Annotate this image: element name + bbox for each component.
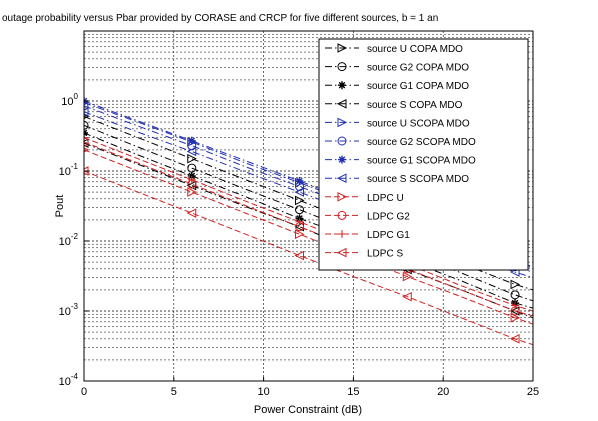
x-axis-label: Power Constraint (dB) [254,404,362,416]
legend-entry: LDPC G1 [325,230,410,241]
data-point [295,176,304,185]
data-point [510,312,521,323]
legend-marker [337,117,348,128]
legend-marker [337,43,348,53]
data-point [295,229,305,240]
data-point [186,208,197,218]
series-line-8 [84,149,533,325]
y-tick-label: 100 [61,92,78,108]
legend-entry: source G2 SCOPA MDO [325,136,476,148]
data-point [84,133,88,142]
legend-label: source G2 SCOPA MDO [367,137,476,148]
legend-marker [338,155,346,164]
data-point [84,107,89,117]
legend-label: LDPC G1 [367,230,410,241]
y-tick-label: 10-3 [59,302,79,318]
x-tick-label: 15 [347,386,359,398]
legend-entry: source U SCOPA MDO [325,117,470,129]
data-point [295,195,305,206]
legend: source U COPA MDO source G2 COPA MDO sourc… [318,38,529,271]
legend-label: source U COPA MDO [367,44,463,55]
legend-entry: source G2 COPA MDO [325,62,469,74]
legend-label: source G1 SCOPA MDO [367,156,476,167]
data-point [510,279,521,290]
legend-label: LDPC U [367,193,404,204]
data-point [294,250,305,261]
data-point [84,101,89,111]
series-line-11 [84,170,533,346]
legend-label: LDPC G2 [367,211,410,222]
legend-entry: LDPC S [325,247,403,260]
data-point [295,217,304,226]
legend-marker [337,210,347,220]
data-point [187,136,196,145]
legend-label: source S COPA MDO [367,100,463,111]
data-point [402,291,412,302]
chart-title: outage probability versus Pbar provided … [2,13,438,24]
legend-label: source G2 COPA MDO [367,63,469,74]
legend-marker [338,230,346,238]
data-point [187,163,197,173]
data-point [511,301,520,310]
data-point [187,175,196,184]
data-point [294,187,305,197]
legend-marker [338,81,346,90]
legend-marker [336,98,347,109]
legend-marker [336,247,347,258]
x-tick-label: 0 [81,386,87,398]
data-point [186,146,197,157]
y-tick-label: 10-4 [59,372,79,388]
legend-entry: source S COPA MDO [325,98,463,111]
data-point [187,153,197,164]
legend-label: source U SCOPA MDO [367,118,470,129]
legend-entry: source U COPA MDO [325,43,463,55]
legend-entry: source G1 SCOPA MDO [325,155,476,167]
legend-entry: source G1 COPA MDO [325,81,469,92]
legend-items: source U COPA MDO source G2 COPA MDO sourc… [325,43,476,260]
series-line-9 [84,141,533,317]
data-point [187,187,197,197]
x-tick-label: 10 [257,386,269,398]
data-point [295,205,305,215]
legend-marker [337,191,348,202]
data-point [402,271,413,282]
x-tick-label: 25 [527,386,539,398]
legend-label: source G1 COPA MDO [367,81,469,92]
legend-marker [337,62,347,72]
x-tick-label: 20 [437,386,449,398]
data-point [84,120,89,130]
series-line-1 [84,124,533,302]
series-line-10 [84,137,533,312]
legend-entry: LDPC G2 [325,210,410,222]
legend-entry: source S SCOPA MDO [325,173,469,185]
legend-marker [337,136,347,146]
data-point [84,137,89,147]
legend-entry: LDPC U [325,191,404,204]
data-point [510,290,520,300]
grid [84,31,533,381]
tick-layer: 0 5 10 15 20 25 100 10-1 10-2 10-3 10-4 [59,92,540,398]
data-point [509,334,520,344]
y-axis-label: Pout [54,195,66,218]
legend-box [318,38,529,271]
y-tick-label: 10-2 [59,232,79,248]
legend-label: LDPC S [367,249,403,260]
y-tick-label: 10-1 [59,162,79,178]
legend-marker [336,173,347,184]
series-line-2 [84,132,533,309]
plot-frame [83,30,534,382]
x-tick-label: 5 [171,386,177,398]
legend-label: source S SCOPA MDO [367,174,469,185]
